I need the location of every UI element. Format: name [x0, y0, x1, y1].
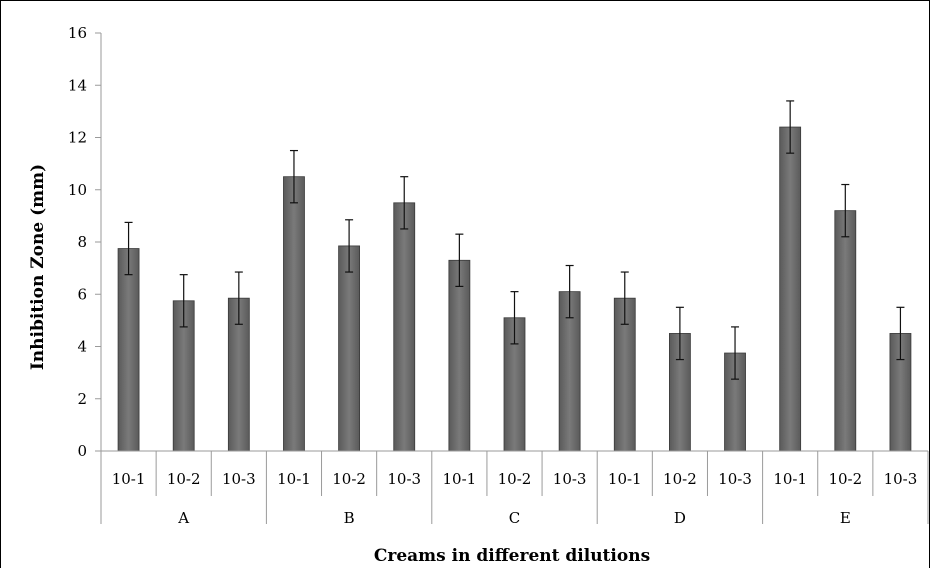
bar [338, 245, 361, 452]
group-label: A [177, 509, 189, 527]
subcategory-label: 10-3 [387, 470, 421, 488]
bar [393, 202, 416, 452]
y-axis: 0 2 4 6 8 10 12 14 16 [68, 24, 102, 460]
x-axis-label: Creams in different dilutions [374, 546, 650, 566]
x-axis: 10-1 10-2 10-3 A 10-1 10-2 10-3 B 10-1 10-2 10-3 C 1… [100, 450, 929, 527]
subcategory-label: 10-1 [773, 470, 807, 488]
subcategory-label: 10-2 [663, 470, 697, 488]
bar [117, 248, 140, 452]
group-label: B [344, 509, 355, 527]
subcategory-label: 10-3 [718, 470, 752, 488]
y-axis-label: Inhibition Zone (mm) [28, 164, 48, 370]
group-label: E [840, 509, 851, 527]
subcategory-label: 10-2 [167, 470, 201, 488]
subcategory-label: 10-1 [112, 470, 146, 488]
y-tick-label: 8 [77, 233, 87, 251]
subcategory-label: 10-3 [553, 470, 587, 488]
bars [117, 100, 912, 452]
y-tick-label: 4 [77, 338, 87, 356]
group-label: C [509, 509, 520, 527]
y-tick-label: 0 [77, 442, 87, 460]
subcategory-label: 10-3 [884, 470, 918, 488]
y-tick-label: 6 [77, 285, 87, 303]
subcategory-label: 10-2 [498, 470, 532, 488]
group-label: D [674, 509, 686, 527]
y-tick-label: 2 [77, 390, 87, 408]
subcategory-label: 10-3 [222, 470, 256, 488]
bar [779, 126, 802, 452]
subcategory-label: 10-1 [277, 470, 311, 488]
subcategory-label: 10-2 [828, 470, 862, 488]
y-tick-label: 10 [68, 181, 87, 199]
subcategory-label: 10-1 [608, 470, 642, 488]
y-tick-label: 12 [68, 129, 87, 147]
bar [283, 176, 305, 452]
bar [448, 259, 471, 452]
y-tick-label: 16 [68, 24, 87, 42]
subcategory-label: 10-1 [443, 470, 477, 488]
bar [834, 210, 857, 452]
y-tick-label: 14 [68, 76, 87, 94]
subcategory-label: 10-2 [332, 470, 366, 488]
